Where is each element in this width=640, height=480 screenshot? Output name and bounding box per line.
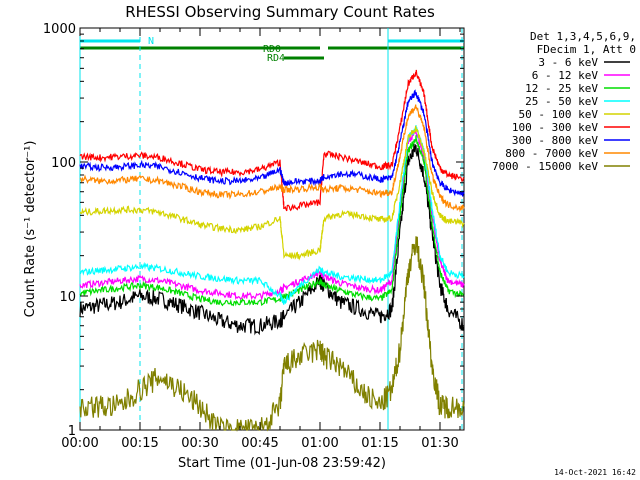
x-tick-label: 01:15 [361, 436, 398, 451]
y-tick-label: 1000 [43, 22, 76, 37]
series-line-2 [79, 135, 465, 307]
y-tick-label: 100 [51, 156, 76, 171]
x-tick-label: 00:45 [241, 436, 278, 451]
series-line-8 [79, 236, 465, 432]
y-tick-label: 1 [68, 424, 76, 439]
legend-label: 800 - 7000 keV [505, 147, 598, 160]
flag-label-rd0: RD0 [263, 44, 281, 55]
legend-label: 7000 - 15000 keV [492, 160, 598, 173]
x-axis-label: Start Time (01-Jun-08 23:59:42) [178, 456, 386, 471]
legend-header-line2: FDecim 1, Att 0 [537, 43, 636, 56]
timestamp: 14-Oct-2021 16:42 [554, 468, 636, 477]
y-tick-label: 10 [59, 290, 76, 305]
legend-label: 6 - 12 keV [532, 69, 599, 82]
x-tick-label: 00:30 [181, 436, 218, 451]
x-tick-label: 01:30 [421, 436, 458, 451]
legend-label: 300 - 800 keV [512, 134, 598, 147]
data-series [79, 69, 465, 432]
series-line-0 [79, 143, 465, 336]
x-tick-label: 00:00 [61, 436, 98, 451]
x-tick-label: 00:15 [121, 436, 158, 451]
series-line-6 [79, 89, 465, 197]
x-tick-label: 01:00 [301, 436, 338, 451]
flag-label-rd4: RD4 [267, 53, 285, 64]
series-line-5 [79, 69, 465, 212]
night-boundaries [79, 28, 463, 430]
y-axis-label: Count Rate (s⁻¹ detector⁻¹) [23, 141, 38, 318]
series-line-7 [79, 104, 465, 213]
series-line-4 [79, 125, 465, 261]
legend-header-line1: Det 1,3,4,5,6,9, [530, 30, 636, 43]
legend-label: 3 - 6 keV [538, 56, 598, 69]
y-axis: 1 10 100 1000 [43, 22, 464, 439]
legend-label: 25 - 50 keV [525, 95, 598, 108]
legend-label: 100 - 300 keV [512, 121, 598, 134]
x-axis: 00:00 00:15 00:30 00:45 01:00 01:15 01:30 [61, 28, 461, 451]
series-line-1 [79, 129, 465, 302]
plot-frame [79, 27, 465, 431]
legend-label: 12 - 25 keV [525, 82, 598, 95]
legend: Det 1,3,4,5,6,9, FDecim 1, Att 0 3 - 6 k… [492, 30, 636, 173]
chart-title: RHESSI Observing Summary Count Rates [125, 3, 435, 21]
legend-label: 50 - 100 keV [519, 108, 599, 121]
flag-label-n: N [148, 36, 154, 47]
